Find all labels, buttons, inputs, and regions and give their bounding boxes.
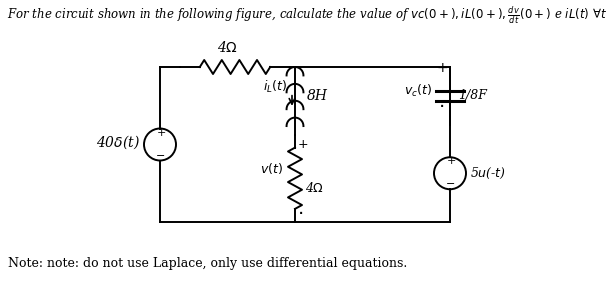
Text: 4$\Omega$: 4$\Omega$ (217, 40, 238, 55)
Text: $v_c(t)$: $v_c(t)$ (404, 83, 432, 99)
Text: +: + (298, 138, 309, 151)
Text: 40$\delta$(t): 40$\delta$(t) (96, 134, 140, 151)
Text: 4$\Omega$: 4$\Omega$ (305, 181, 324, 195)
Text: −: − (446, 179, 456, 189)
Text: $i_L(t)$: $i_L(t)$ (263, 79, 287, 95)
Text: +: + (446, 156, 456, 166)
Text: 8H: 8H (307, 89, 328, 103)
Text: For the circuit shown in the following figure, calculate the value of $vc(0+), i: For the circuit shown in the following f… (7, 4, 607, 26)
Text: Note: note: do not use Laplace, only use differential equations.: Note: note: do not use Laplace, only use… (8, 257, 407, 270)
Text: +: + (436, 61, 448, 75)
Text: ·: · (439, 98, 445, 117)
Text: 1/8F: 1/8F (458, 89, 487, 102)
Text: −: − (157, 151, 166, 162)
Text: +: + (157, 127, 166, 138)
Text: 5$u$(-$t$): 5$u$(-$t$) (470, 166, 506, 181)
Text: $v(t)$: $v(t)$ (260, 161, 283, 176)
Text: ·: · (298, 204, 305, 224)
